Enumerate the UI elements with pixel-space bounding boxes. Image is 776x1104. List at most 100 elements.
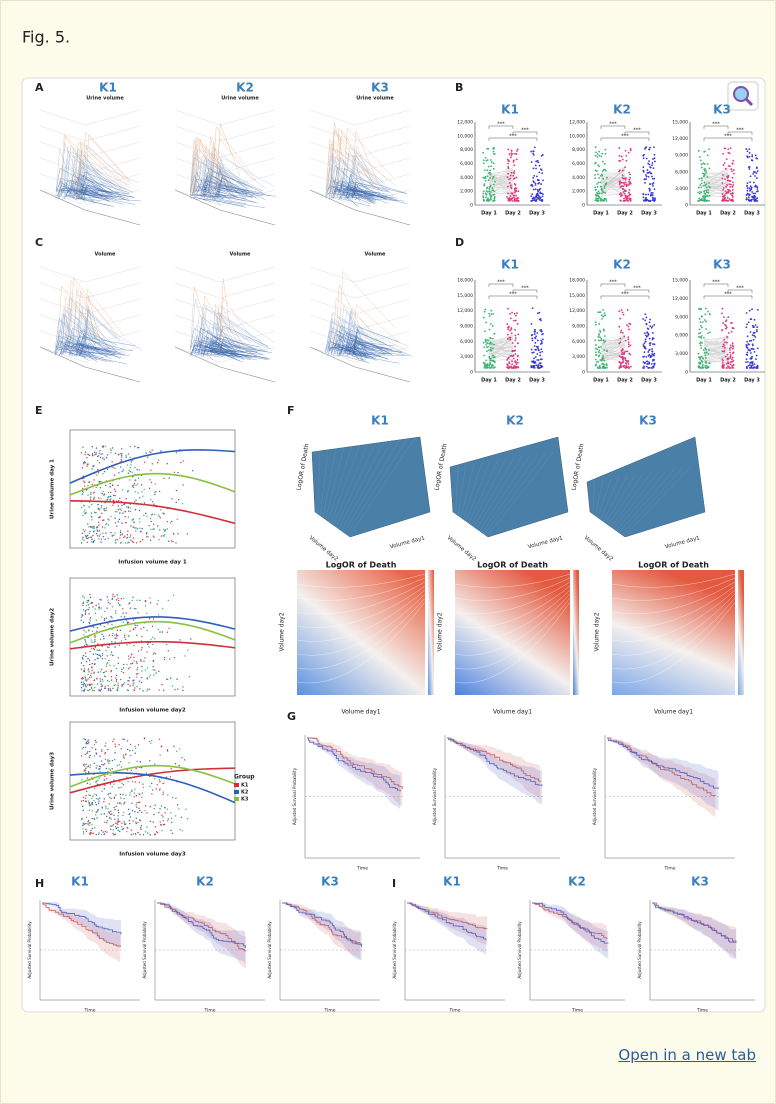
scatter-dot [93,671,95,673]
dot [731,358,733,361]
surface-grid [595,479,604,516]
scatter-dot [146,812,148,814]
scatter-dot [154,763,156,765]
scatter-dot [119,537,121,539]
trajectory [343,185,364,195]
dot [648,361,651,364]
dot [652,332,654,334]
scatter-dot [162,819,164,822]
dot [512,357,515,360]
scatter-dot [99,768,101,770]
pair-line [600,343,626,358]
x-axis-label: Volume day1 [493,709,532,716]
trajectory [207,186,238,197]
dot [751,154,754,156]
dot [645,335,648,338]
dot [722,152,724,155]
dot [597,181,600,184]
dot [596,367,599,369]
dot [728,347,731,350]
trajectory [344,353,364,361]
dot [539,191,542,194]
significance: *** [712,280,720,286]
dot [723,347,726,349]
scatter-dot [96,627,99,629]
dot [754,154,757,157]
scatter-dot [158,689,160,691]
open-new-tab-link[interactable]: Open in a new tab [618,1046,756,1064]
dot [700,163,703,166]
scatter-dot [85,822,87,825]
scatter-dot [127,507,130,509]
scatter-dot [128,655,130,657]
dot [755,330,758,333]
grid-3d [174,298,221,315]
dot [699,344,702,347]
scatter-dot [118,764,120,766]
dot [756,347,759,350]
dot [598,355,600,358]
scatter-dot [88,750,91,753]
dot [513,312,516,315]
scatter-dot [135,822,138,825]
scatter-dot [98,777,100,779]
dot [653,188,656,191]
trajectory [191,352,219,357]
dot [624,181,627,184]
group-title: K3 [371,81,389,95]
scatter-dot [135,794,138,797]
scatter-dot [124,634,126,636]
dot [730,183,732,186]
scatter-dot [129,792,131,794]
legend-title: Group [234,774,255,781]
scatter-dot [181,503,184,505]
dot [493,332,496,335]
scatter-dot [89,832,92,834]
dot [726,184,728,186]
scatter-dot [120,670,123,673]
dot [728,198,731,200]
scatter-dot [104,657,106,660]
dot [705,169,708,172]
dot [645,178,648,181]
trajectory [214,334,255,353]
scatter-dot [126,830,128,833]
trajectory [72,300,125,348]
scatter-dot [97,658,99,660]
scatter-dot [138,680,141,682]
contour [296,577,426,601]
scatter-dot [82,601,85,604]
y-tick-label: 0 [582,203,585,209]
dot [493,199,496,201]
dot [594,174,596,176]
dot [756,190,758,193]
dot [492,200,494,202]
scatter-dot [134,466,136,469]
scatter-dot [153,493,156,496]
scatter-dot [142,786,145,788]
zoom-icon[interactable] [727,81,759,111]
trajectory [73,191,125,198]
scatter-dot [139,599,141,602]
dot [722,174,724,176]
dot [536,332,539,334]
scatter-dot [90,647,93,650]
scatter-dot [92,541,95,544]
dot [493,360,496,363]
dot [698,362,701,365]
grid-3d [39,346,86,363]
trajectory [191,298,209,348]
surface-grid [346,437,409,535]
scatter-dot [105,456,108,459]
dot [697,332,700,335]
scatter-dot [86,752,88,755]
trajectory [60,321,74,349]
scatter-dot [100,833,103,836]
scatter-dot [94,827,96,829]
dot [728,180,731,183]
scatter-dot [138,521,141,523]
group-title: K3 [691,875,709,889]
scatter-dot [86,684,89,686]
trajectory [190,194,235,198]
dot [488,198,490,201]
